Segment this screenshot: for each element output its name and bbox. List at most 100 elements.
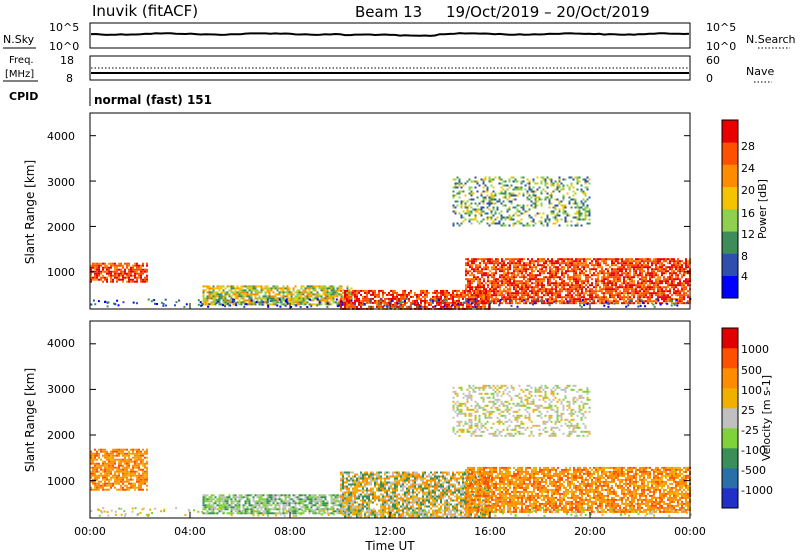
heatmap-cell bbox=[98, 448, 100, 451]
heatmap-cell bbox=[122, 460, 124, 463]
heatmap-cell bbox=[146, 270, 148, 273]
heatmap-cell bbox=[274, 500, 277, 503]
heatmap-cell bbox=[402, 291, 404, 294]
heatmap-cell bbox=[254, 500, 257, 503]
heatmap-cell bbox=[493, 298, 495, 301]
heatmap-cell bbox=[467, 294, 469, 297]
heatmap-cell bbox=[551, 262, 553, 265]
heatmap-cell bbox=[685, 258, 687, 261]
heatmap-cell bbox=[491, 284, 493, 287]
heatmap-cell bbox=[220, 506, 223, 509]
heatmap-cell bbox=[307, 298, 310, 301]
heatmap-cell bbox=[274, 295, 277, 298]
heatmap-cell bbox=[609, 272, 611, 275]
heatmap-cell bbox=[308, 291, 311, 294]
heatmap-cell bbox=[238, 506, 241, 509]
heatmap-cell bbox=[669, 276, 671, 279]
heatmap-cell bbox=[360, 305, 362, 308]
heatmap-cell bbox=[517, 266, 519, 269]
heatmap-cell bbox=[144, 452, 146, 455]
heatmap-cell bbox=[462, 200, 465, 203]
heatmap-cell bbox=[637, 284, 639, 287]
power-ylabel: Slant Range [km] bbox=[23, 160, 37, 264]
heatmap-cell bbox=[525, 288, 527, 291]
heatmap-cell bbox=[517, 270, 519, 273]
heatmap-cell bbox=[580, 190, 583, 193]
heatmap-cell bbox=[226, 512, 229, 515]
heatmap-cell bbox=[552, 212, 555, 215]
heatmap-cell bbox=[428, 301, 430, 304]
heatmap-cell bbox=[286, 504, 289, 507]
heatmap-cell bbox=[502, 224, 505, 227]
heatmap-cell bbox=[228, 496, 231, 499]
heatmap-cell bbox=[577, 258, 579, 261]
heatmap-cell bbox=[100, 450, 102, 453]
heatmap-cell bbox=[581, 299, 584, 301]
heatmap-cell bbox=[467, 292, 469, 295]
heatmap-cell bbox=[508, 192, 511, 195]
heatmap-cell bbox=[314, 289, 317, 292]
heatmap-cell bbox=[248, 500, 251, 503]
noise-left-tick-bottom: 10^0 bbox=[49, 40, 79, 53]
heatmap-cell bbox=[564, 204, 567, 207]
heatmap-cell bbox=[567, 268, 569, 271]
heatmap-cell bbox=[615, 258, 617, 261]
heatmap-cell bbox=[568, 188, 571, 191]
heatmap-cell bbox=[491, 258, 493, 261]
heatmap-cell bbox=[402, 293, 404, 296]
heatmap-cell bbox=[679, 302, 681, 305]
heatmap-cell bbox=[501, 262, 503, 265]
heatmap-cell bbox=[90, 486, 92, 489]
heatmap-cell bbox=[202, 291, 205, 294]
heatmap-cell bbox=[531, 286, 533, 289]
heatmap-cell bbox=[132, 456, 134, 459]
heatmap-cell bbox=[110, 484, 112, 487]
heatmap-cell bbox=[144, 280, 146, 283]
heatmap-cell bbox=[529, 284, 531, 287]
heatmap-cell bbox=[482, 206, 485, 209]
heatmap-cell bbox=[140, 454, 142, 457]
heatmap-cell bbox=[571, 288, 573, 291]
heatmap-cell bbox=[659, 276, 661, 279]
heatmap-cell bbox=[635, 266, 637, 269]
heatmap-cell bbox=[112, 482, 114, 485]
heatmap-cell bbox=[202, 496, 205, 499]
heatmap-cell bbox=[104, 482, 106, 485]
heatmap-cell bbox=[272, 494, 275, 497]
heatmap-cell bbox=[533, 292, 535, 295]
heatmap-cell bbox=[491, 280, 493, 283]
heatmap-cell bbox=[493, 282, 495, 285]
heatmap-cell bbox=[90, 462, 92, 465]
heatmap-cell bbox=[124, 468, 126, 471]
heatmap-cell bbox=[222, 289, 225, 292]
heatmap-cell bbox=[278, 293, 281, 296]
heatmap-cell bbox=[491, 268, 493, 271]
heatmap-cell bbox=[549, 298, 551, 301]
heatmap-cell bbox=[468, 218, 471, 221]
heatmap-cell bbox=[529, 302, 531, 305]
heatmap-cell bbox=[611, 268, 613, 271]
heatmap-cell bbox=[270, 500, 273, 503]
heatmap-cell bbox=[298, 293, 301, 296]
heatmap-cell bbox=[222, 304, 224, 307]
heatmap-cell bbox=[591, 290, 593, 293]
heatmap-cell bbox=[547, 298, 549, 301]
heatmap-cell bbox=[599, 270, 601, 273]
heatmap-cell bbox=[571, 290, 573, 293]
heatmap-cell bbox=[473, 294, 475, 297]
heatmap-cell bbox=[348, 299, 350, 302]
heatmap-cell bbox=[601, 268, 603, 271]
heatmap-cell bbox=[637, 290, 639, 293]
heatmap-cell bbox=[633, 276, 635, 279]
heatmap-cell bbox=[487, 278, 489, 281]
heatmap-cell bbox=[232, 496, 235, 499]
heatmap-cell bbox=[677, 290, 679, 293]
heatmap-cell bbox=[406, 305, 408, 308]
heatmap-cell bbox=[584, 212, 587, 215]
heatmap-cell bbox=[540, 222, 543, 225]
heatmap-cell bbox=[132, 464, 134, 467]
heatmap-cell bbox=[197, 303, 200, 306]
heatmap-cell bbox=[462, 297, 464, 300]
heatmap-cell bbox=[539, 296, 541, 299]
heatmap-cell bbox=[228, 285, 231, 288]
